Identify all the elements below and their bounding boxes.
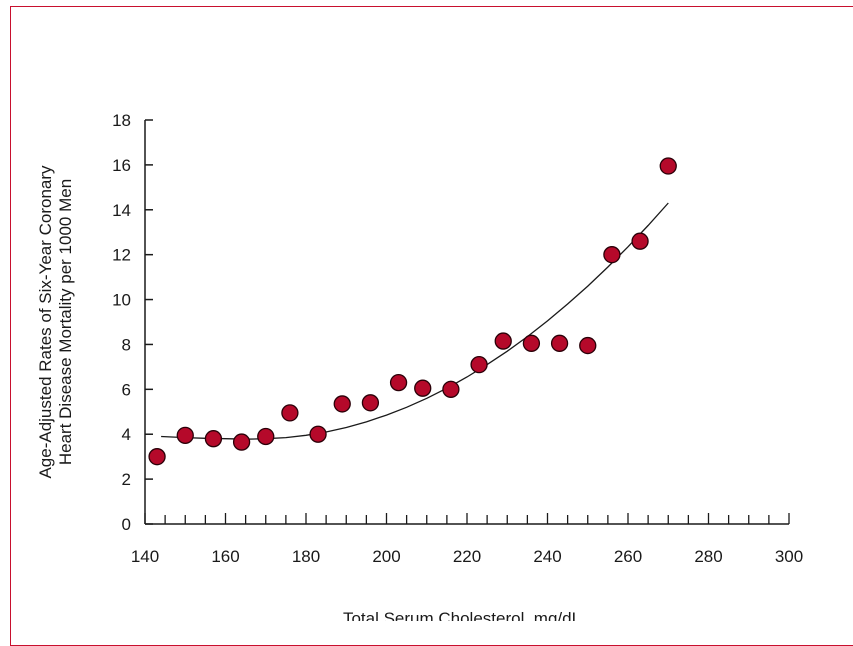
y-tick-label: 14 <box>112 201 131 220</box>
data-point <box>631 232 649 250</box>
data-point <box>361 394 380 412</box>
x-tick-label: 160 <box>211 547 239 566</box>
data-point <box>148 448 166 466</box>
y-ticks: 0 2 4 6 8 10 12 14 16 18 <box>112 111 153 534</box>
y-tick-label: 18 <box>112 111 131 130</box>
x-tick-label: 200 <box>372 547 400 566</box>
y-tick-label: 4 <box>122 425 131 444</box>
y-tick-label: 2 <box>122 470 131 489</box>
data-point <box>659 157 677 175</box>
x-axis-title: Total Serum Cholesterol, mg/dL <box>343 609 581 621</box>
y-tick-label: 8 <box>122 335 131 354</box>
x-tick-label: 280 <box>694 547 722 566</box>
data-points <box>148 157 677 466</box>
y-tick-label: 16 <box>112 156 131 175</box>
y-axis-title-line-2: Heart Disease Mortality per 1000 Men <box>56 179 75 465</box>
x-tick-label: 240 <box>533 547 561 566</box>
scatter-chart: 0 2 4 6 8 10 12 14 16 18 140 160 180 200 220 240 260 280… <box>36 111 803 621</box>
x-tick-label: 180 <box>292 547 320 566</box>
fit-curve-line <box>161 202 669 440</box>
data-point <box>309 425 327 443</box>
axes <box>144 120 789 525</box>
data-point <box>579 336 597 355</box>
x-tick-label: 140 <box>131 547 159 566</box>
data-point <box>494 332 512 350</box>
data-point <box>389 373 408 392</box>
y-tick-label: 10 <box>112 291 131 310</box>
data-point <box>442 380 460 398</box>
x-ticks: 140 160 180 200 220 240 260 280 300 <box>131 513 803 566</box>
data-point <box>257 427 275 446</box>
data-point <box>414 379 432 397</box>
data-point <box>522 334 541 352</box>
x-tick-label: 260 <box>614 547 642 566</box>
y-axis-title-line-1: Age-Adjusted Rates of Six-Year Coronary <box>36 165 55 479</box>
x-tick-label: 220 <box>453 547 481 566</box>
data-point <box>281 404 299 422</box>
y-tick-label: 12 <box>112 246 131 265</box>
data-point <box>176 426 194 444</box>
data-point <box>470 355 488 374</box>
data-point <box>550 334 569 352</box>
data-point <box>333 395 351 413</box>
data-point <box>204 430 223 448</box>
data-point <box>232 433 251 451</box>
data-point <box>603 246 621 264</box>
y-tick-label: 0 <box>122 515 131 534</box>
y-tick-label: 6 <box>122 380 131 399</box>
x-tick-label: 300 <box>775 547 803 566</box>
